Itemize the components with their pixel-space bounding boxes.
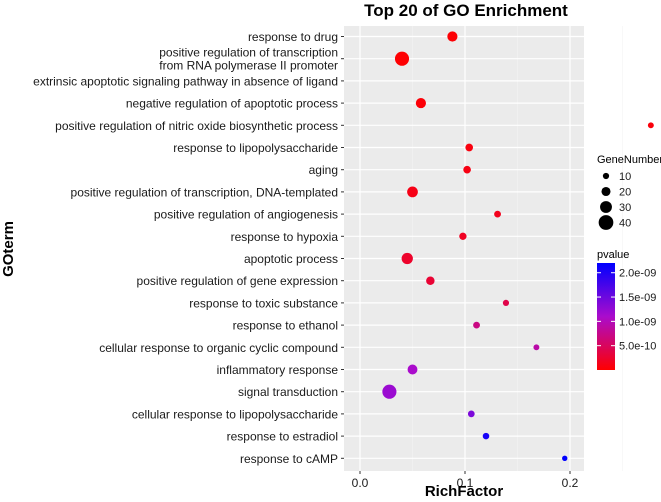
y-tick-label: cellular response to organic cyclic comp… [99,341,338,355]
data-point [426,276,435,285]
data-points [382,31,654,461]
size-legend-label: 40 [619,218,631,230]
pvalue-legend-label: 1.5e-09 [619,292,656,304]
y-tick-label: positive regulation of transcription [159,46,338,60]
data-point [407,364,418,375]
y-tick-label: signal transduction [238,385,338,399]
pvalue-legend-label: 2.0e-09 [619,268,656,280]
data-point [382,384,397,399]
y-tick-label: response to toxic substance [189,296,338,310]
chart-title: Top 20 of GO Enrichment [364,1,568,20]
size-legend-key [600,201,612,213]
data-point [415,98,426,109]
data-point [394,51,410,66]
data-point [473,321,480,329]
x-tick-label: 0.0 [352,476,369,490]
data-point [459,232,467,240]
data-point [407,186,418,198]
size-legend-key [602,172,610,180]
y-tick-label: response to lipopolysaccharide [173,141,338,155]
y-tick-label: positive regulation of transcription, DN… [71,185,338,199]
pvalue-legend: pvalue 2.0e-09 1.5e-09 1.0e-09 5.0e-10 [597,249,656,370]
y-tick-label: positive regulation of gene expression [137,274,338,288]
x-tick-label: 0.1 [457,476,474,490]
y-tick-label: cellular response to lipopolysaccharide [132,407,338,421]
data-point [562,455,568,461]
y-tick-label: inflammatory response [217,363,339,377]
size-legend-label: 10 [619,171,631,183]
y-axis-title: GOterm [0,221,17,277]
data-point [465,143,474,152]
data-point [467,410,475,418]
y-tick-label: aging [309,163,338,177]
data-point [463,165,471,174]
y-tick-label: negative regulation of apoptotic process [126,97,338,111]
plot-panel [344,26,584,471]
data-point [494,210,501,218]
y-tick-label: response to estradiol [227,430,338,444]
size-legend-title: GeneNumber [597,154,661,166]
y-tick-label: positive regulation of angiogenesis [154,208,338,222]
pvalue-legend-title: pvalue [597,249,629,261]
y-tick-label: extrinsic apoptotic signaling pathway in… [33,74,338,88]
pvalue-colorbar [597,263,615,370]
size-legend-label: 30 [619,202,631,214]
y-tick-label: apoptotic process [244,252,338,266]
size-legend: GeneNumber 10 20 30 40 [597,154,661,230]
size-legend-key [598,215,614,230]
x-tick-label: 0.2 [562,476,579,490]
x-axis-title: RichFactor [425,483,504,500]
y-tick-label: response to ethanol [233,319,338,333]
y-tick-label: response to drug [248,30,338,44]
data-point [401,252,413,265]
x-tick-labels: 0.00.10.20.30.4 [352,471,579,490]
pvalue-legend-label: 1.0e-09 [619,316,656,328]
y-tick-label: response to cAMP [240,452,338,466]
size-legend-label: 20 [619,187,631,199]
data-point [533,344,540,351]
data-point [447,31,458,42]
y-tick-labels: response to drug positive regulation of t… [33,30,344,466]
data-point [647,122,654,129]
data-point [482,432,490,440]
y-tick-label: positive regulation of nitric oxide bios… [55,119,338,133]
size-legend-key [601,186,611,197]
data-point [502,299,510,307]
y-tick-label: response to hypoxia [231,230,339,244]
y-tick-label: from RNA polymerase II promoter [159,59,338,73]
pvalue-legend-label: 5.0e-10 [619,341,656,353]
